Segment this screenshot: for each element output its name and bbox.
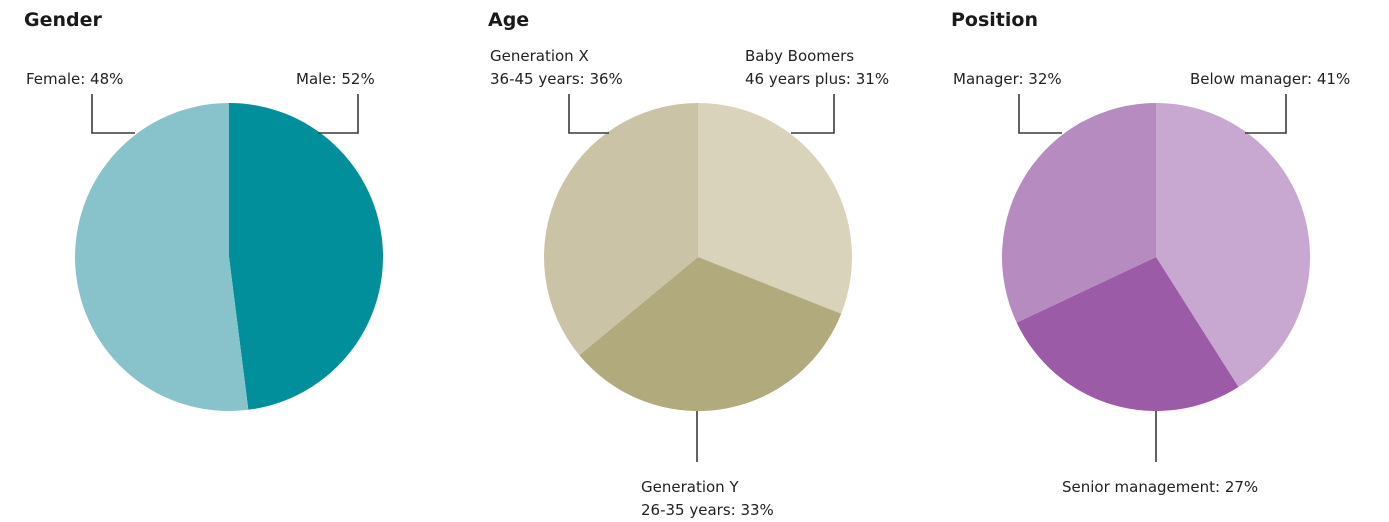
gender-label-male: Male: 52% [296, 70, 375, 88]
age-pie [544, 102, 853, 412]
position-label-manager: Manager: 32% [953, 70, 1062, 88]
leader-line-gender-female [91, 94, 135, 134]
pie-slice-position-senior-management-27 [1016, 257, 1239, 412]
age-label-baby-boomers: Baby Boomers 46 years plus: 31% [745, 47, 890, 88]
pie-slice-age-baby-boomers [698, 103, 853, 314]
gender-chart-title: Gender [24, 9, 102, 31]
leader-line-position-below-manager [1245, 94, 1287, 134]
pie-slice-gender-male-52 [75, 103, 249, 411]
leader-line-age-baby-boomers [791, 94, 835, 134]
position-label-below-manager: Below manager: 41% [1190, 70, 1351, 88]
pie-slice-position-below-manager-41 [1156, 103, 1311, 388]
age-label-generation-x: Generation X 36-45 years: 36% [490, 47, 623, 88]
age-label-generation-y: Generation Y 26-35 years: 33% [641, 478, 774, 519]
leader-line-age-generation-x [568, 94, 609, 134]
pie-slice-gender-female-48 [229, 103, 384, 410]
label-leader-lines [91, 94, 1287, 462]
age-chart-title: Age [488, 9, 530, 31]
pie-slice-age-generation-y [579, 257, 842, 412]
leader-line-position-manager [1018, 94, 1062, 134]
position-chart-title: Position [951, 9, 1038, 31]
position-label-senior-management: Senior management: 27% [1062, 478, 1259, 496]
pie-slice-age-generation-x [544, 102, 698, 356]
gender-pie [75, 103, 384, 411]
leader-line-gender-male [318, 94, 359, 134]
position-pie [1002, 103, 1311, 412]
pie-slice-position-manager-32 [1002, 103, 1156, 323]
gender-label-female: Female: 48% [26, 70, 124, 88]
